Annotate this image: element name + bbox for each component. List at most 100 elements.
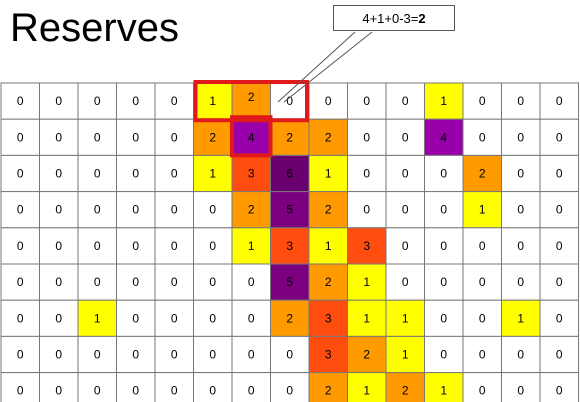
grid-cell bbox=[347, 299, 387, 337]
grid-cell bbox=[77, 154, 117, 193]
grid-cell-value: 0 bbox=[132, 203, 139, 217]
grid-cell-value: 1 bbox=[248, 239, 255, 253]
grid-cell bbox=[231, 372, 271, 402]
grid-cell-value: 0 bbox=[171, 384, 178, 398]
grid-cell bbox=[308, 299, 348, 337]
grid-cell-value: 6 bbox=[286, 167, 293, 181]
grid-cell bbox=[462, 335, 502, 374]
grid-cell-value: 2 bbox=[325, 203, 332, 217]
grid-cell bbox=[116, 191, 156, 229]
grid-cell-value: 0 bbox=[17, 203, 24, 217]
grid-cell-value: 0 bbox=[479, 130, 486, 144]
grid-cell-value: 0 bbox=[517, 94, 524, 108]
grid-cell-value: 0 bbox=[479, 348, 486, 362]
grid-cell bbox=[39, 372, 79, 402]
grid-cell-value: 0 bbox=[17, 94, 24, 108]
grid-cell-value: 0 bbox=[402, 94, 409, 108]
grid-cell bbox=[270, 372, 310, 402]
grid-cell bbox=[424, 335, 464, 374]
grid-cell-value: 0 bbox=[17, 167, 24, 181]
grid-cell-value: 0 bbox=[440, 203, 447, 217]
grid-cell-value: 0 bbox=[132, 239, 139, 253]
grid-cell bbox=[270, 299, 310, 337]
grid-cell bbox=[539, 82, 579, 120]
grid-cell-value: 0 bbox=[94, 239, 101, 253]
grid-cell-value: 1 bbox=[363, 311, 370, 325]
grid-cell bbox=[154, 118, 194, 156]
grid-cell-value: 0 bbox=[94, 384, 101, 398]
grid-cell bbox=[193, 191, 233, 229]
formula-text: 4+1+0-3= bbox=[362, 10, 419, 26]
grid-cell bbox=[539, 227, 579, 265]
grid-cell bbox=[193, 372, 233, 402]
grid-cell-value: 0 bbox=[556, 275, 563, 289]
grid-cell bbox=[385, 227, 425, 265]
grid-cell bbox=[116, 299, 156, 337]
grid-cell-value: 0 bbox=[517, 239, 524, 253]
grid-cell-value: 1 bbox=[363, 275, 370, 289]
grid-cell-value: 0 bbox=[209, 275, 216, 289]
grid-cell-value: 0 bbox=[132, 275, 139, 289]
grid-cell-value: 0 bbox=[402, 275, 409, 289]
grid-cell bbox=[308, 372, 348, 402]
grid-cell-value: 0 bbox=[286, 94, 293, 108]
grid-cell-value: 0 bbox=[94, 167, 101, 181]
highlight-box-bottom bbox=[230, 115, 273, 158]
grid-cell-value: 0 bbox=[55, 167, 62, 181]
grid-cell-value: 0 bbox=[55, 94, 62, 108]
grid-cell-value: 2 bbox=[286, 130, 293, 144]
grid-cell-value: 0 bbox=[517, 203, 524, 217]
grid-cell bbox=[424, 82, 464, 120]
grid-cell-value: 0 bbox=[440, 167, 447, 181]
grid-cell bbox=[154, 227, 194, 265]
grid-cell bbox=[154, 299, 194, 337]
grid-cell-value: 0 bbox=[55, 348, 62, 362]
grid-cell-value: 0 bbox=[479, 384, 486, 398]
grid-cell bbox=[308, 335, 348, 374]
grid-cell bbox=[0, 335, 40, 374]
grid-cell bbox=[77, 191, 117, 229]
grid-cell bbox=[424, 154, 464, 193]
grid-cell-value: 0 bbox=[132, 130, 139, 144]
slide-title: Reserves bbox=[10, 6, 179, 50]
grid-cell bbox=[501, 227, 541, 265]
grid-cell bbox=[193, 118, 233, 156]
grid-cell-value: 0 bbox=[94, 275, 101, 289]
grid-cell bbox=[231, 335, 271, 374]
grid-cell-value: 0 bbox=[132, 384, 139, 398]
grid-cell bbox=[385, 372, 425, 402]
grid-cell-value: 1 bbox=[94, 311, 101, 325]
grid-cell bbox=[231, 191, 271, 229]
grid-cell-value: 0 bbox=[248, 384, 255, 398]
grid-cell-value: 0 bbox=[286, 348, 293, 362]
grid-cell-value: 0 bbox=[55, 203, 62, 217]
grid-cell-value: 0 bbox=[209, 384, 216, 398]
grid-cell-value: 0 bbox=[402, 203, 409, 217]
grid-cell bbox=[539, 372, 579, 402]
grid-cell-value: 1 bbox=[440, 384, 447, 398]
grid-cell-value: 1 bbox=[402, 348, 409, 362]
grid-cell-value: 0 bbox=[132, 311, 139, 325]
grid-cell-value: 0 bbox=[440, 348, 447, 362]
grid-cell bbox=[231, 299, 271, 337]
grid-cell-value: 0 bbox=[94, 348, 101, 362]
highlighted-cell-value: 2 bbox=[248, 90, 255, 104]
grid-cell bbox=[0, 263, 40, 301]
grid-cell bbox=[77, 118, 117, 156]
grid-cell-value: 1 bbox=[209, 94, 216, 108]
grid-cell-value: 0 bbox=[132, 94, 139, 108]
grid-cell bbox=[116, 372, 156, 402]
grid-cell-value: 0 bbox=[479, 275, 486, 289]
grid-cell-value: 0 bbox=[402, 130, 409, 144]
grid-cell bbox=[501, 118, 541, 156]
grid-cell bbox=[116, 263, 156, 301]
grid-cell-value: 2 bbox=[325, 130, 332, 144]
highlight-box-top bbox=[193, 80, 309, 123]
grid-cell bbox=[231, 263, 271, 301]
grid-cell-value: 0 bbox=[17, 348, 24, 362]
grid-cell-value: 5 bbox=[286, 275, 293, 289]
grid-cell bbox=[0, 191, 40, 229]
grid-cell-value: 0 bbox=[248, 275, 255, 289]
grid-cell-value: 0 bbox=[363, 203, 370, 217]
